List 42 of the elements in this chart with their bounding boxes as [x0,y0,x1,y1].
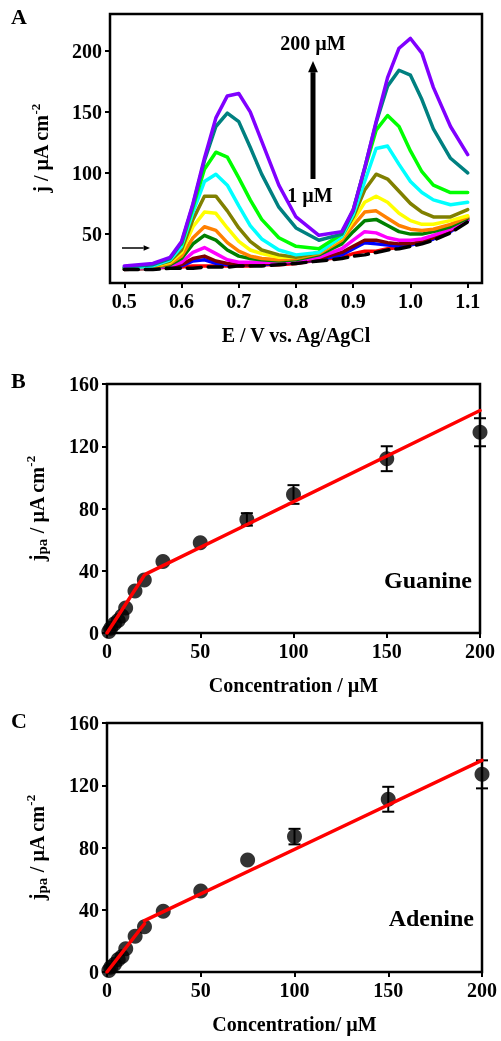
y-axis-title: j / µA cm-2 [28,103,53,194]
x-tick-label: 0.8 [283,290,309,312]
y-tick-label: 160 [69,712,99,734]
annotation: 1 µM [287,184,333,207]
y-tick-label: 120 [69,774,99,797]
x-tick-label: 50 [190,979,211,1001]
y-tick-label: 40 [79,559,99,582]
annotation: 200 µM [280,32,346,55]
y-axis-title: jpa / µA cm-2 [23,794,50,902]
x-axis-title: E / V vs. Ag/AgCl [221,324,371,347]
annotation: Guanine [383,567,473,593]
x-tick-label: 0.6 [169,290,195,312]
y-tick-label: 80 [79,497,99,520]
x-tick-label: 0.7 [226,290,252,312]
x-tick-label: 1.1 [455,290,481,312]
annotation: Adenine [388,905,475,931]
y-tick-label: 50 [82,223,102,246]
chart-title: A [11,3,27,29]
y-tick-label: 200 [72,39,102,62]
x-axis-title: Concentration/ µM [212,1013,377,1036]
x-tick-label: 150 [371,640,402,662]
chart-title: B [11,367,26,393]
x-tick-label: 0.5 [111,290,137,312]
x-tick-label: 100 [279,979,310,1001]
y-tick-label: 80 [79,836,99,859]
x-tick-label: 1.0 [397,290,423,312]
chart-title: C [11,707,27,733]
x-tick-label: 200 [467,979,497,1001]
y-axis-title: jpa / µA cm-2 [23,455,50,563]
y-tick-label: 100 [72,161,102,184]
y-tick-label: 150 [72,100,102,123]
x-tick-label: 100 [278,640,309,662]
x-tick-label: 0.9 [340,290,366,312]
y-tick-label: 0 [89,622,99,644]
y-tick-label: 120 [69,435,99,458]
x-tick-label: 200 [465,640,495,662]
y-tick-label: 160 [69,373,99,395]
y-tick-label: 40 [79,898,99,921]
x-tick-label: 50 [190,640,211,662]
x-axis-title: Concentration / µM [208,674,379,697]
y-tick-label: 0 [89,961,99,983]
x-tick-label: 150 [373,979,404,1001]
